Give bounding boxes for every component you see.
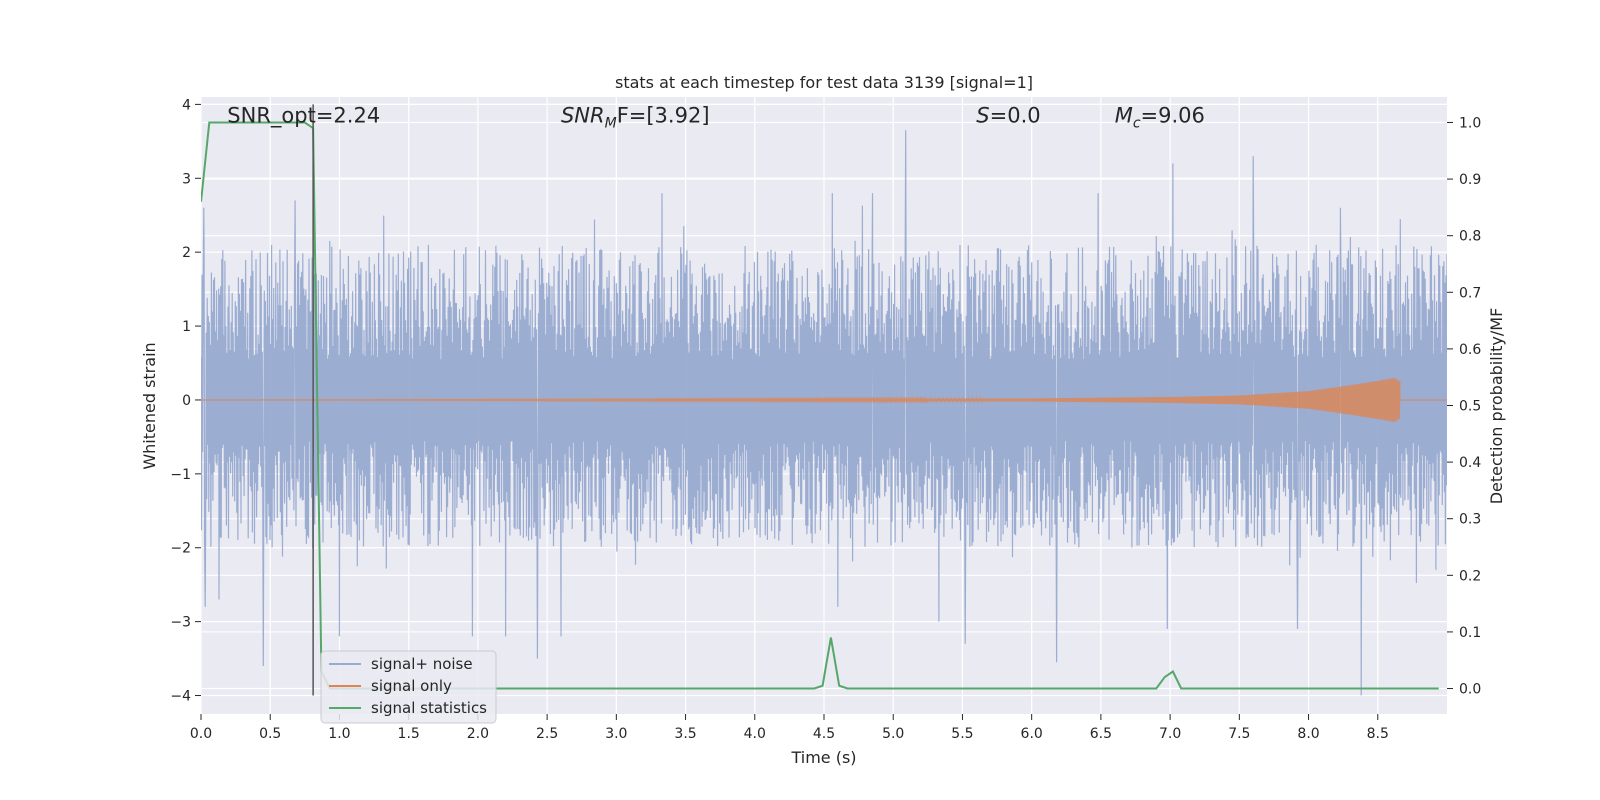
y2-tick-label: 0.7 <box>1459 285 1481 301</box>
y2-tick-label: 0.6 <box>1459 342 1481 358</box>
annotation-text: SNRMF=[3.92] <box>561 103 710 131</box>
y2-tick-label: 1.0 <box>1459 115 1481 131</box>
y2-tick-label: 0.8 <box>1459 229 1481 245</box>
y2-tick-label: 0.5 <box>1459 399 1481 415</box>
y2-tick-label: 0.4 <box>1459 455 1481 471</box>
annotation-text: Mc=9.06 <box>1115 103 1205 131</box>
annotation-symbol: M <box>1115 103 1133 127</box>
y2-tick-label: 0.3 <box>1459 512 1481 528</box>
x-tick-label: 0.5 <box>259 726 281 742</box>
x-tick-label: 0.0 <box>190 726 212 742</box>
series-layer <box>201 121 1447 696</box>
y2-tick-label: 0.9 <box>1459 172 1481 188</box>
legend-box <box>320 650 497 724</box>
x-tick-label: 6.5 <box>1090 726 1112 742</box>
legend: signal+ noise signal only signal statist… <box>320 650 497 724</box>
y-axis-label: Whitened strain <box>140 342 159 469</box>
x-tick-label: 7.0 <box>1159 726 1181 742</box>
x-tick-label: 2.0 <box>467 726 489 742</box>
left-axis: 4 3 2 1 0 −1 −2 −3 −4 <box>170 97 201 705</box>
x-tick-label: 6.0 <box>1021 726 1043 742</box>
y2-axis-label: Detection probability/MF <box>1487 308 1506 505</box>
x-tick-label: 2.5 <box>536 726 558 742</box>
annotation-text: SNR_opt=2.24 <box>227 103 380 128</box>
y-tick-label: 0 <box>182 393 191 409</box>
legend-label-signal-only: signal only <box>371 677 452 695</box>
x-tick-label: 3.0 <box>605 726 627 742</box>
right-axis: 1.0 0.9 0.8 0.7 0.6 0.5 0.4 0.3 0.2 0.1 0.0 <box>1447 115 1481 698</box>
x-tick-label: 7.5 <box>1228 726 1250 742</box>
x-axis: 0.0 0.5 1.0 1.5 2.0 2.5 3.0 3.5 4.0 4.5 5.0 5.5 6.0 6… <box>190 714 1389 742</box>
x-tick-label: 5.5 <box>951 726 973 742</box>
annotation-value: =9.06 <box>1141 103 1205 127</box>
series-signal-statistics-line <box>201 121 1439 690</box>
x-axis-label: Time (s) <box>790 748 856 767</box>
y2-tick-label: 0.1 <box>1459 625 1481 641</box>
x-tick-label: 8.0 <box>1297 726 1319 742</box>
y2-tick-label: 0.2 <box>1459 568 1481 584</box>
annotation-value: =0.0 <box>990 103 1041 127</box>
annotation-subscript: M <box>605 115 617 131</box>
y-tick-label: 1 <box>182 319 191 335</box>
annotation-symbol: S <box>976 103 989 127</box>
annotations: SNR_opt=2.24 SNRMF=[3.92] S=0.0 Mc=9.06 <box>227 103 1205 131</box>
y-tick-label: 4 <box>182 97 191 113</box>
y2-tick-label: 0.0 <box>1459 682 1481 698</box>
annotation-subscript: c <box>1133 115 1141 131</box>
y-tick-label: −3 <box>170 615 191 631</box>
x-tick-label: 4.5 <box>813 726 835 742</box>
x-tick-label: 1.5 <box>398 726 420 742</box>
y-tick-label: −2 <box>170 541 191 557</box>
chart-title: stats at each timestep for test data 313… <box>615 73 1033 92</box>
series-signal-noise-line <box>201 130 1447 696</box>
y-tick-label: −1 <box>170 467 191 483</box>
series-signal-only-line <box>201 377 1447 423</box>
x-tick-label: 4.0 <box>744 726 766 742</box>
annotation-value: F=[3.92] <box>617 103 710 127</box>
y-tick-label: 3 <box>182 171 191 187</box>
legend-label-signal-statistics: signal statistics <box>371 699 487 717</box>
y-tick-label: −4 <box>170 689 191 705</box>
annotation-symbol: SNR <box>561 103 605 127</box>
x-tick-label: 8.5 <box>1367 726 1389 742</box>
x-tick-label: 3.5 <box>674 726 696 742</box>
legend-label-signal-noise: signal+ noise <box>371 655 473 673</box>
x-tick-label: 5.0 <box>882 726 904 742</box>
x-tick-label: 1.0 <box>328 726 350 742</box>
annotation-text: S=0.0 <box>976 103 1040 127</box>
y-tick-label: 2 <box>182 245 191 261</box>
